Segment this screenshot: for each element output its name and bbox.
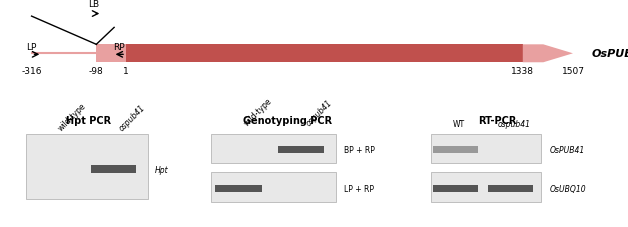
- Bar: [26, 134, 148, 199]
- Bar: [431, 173, 541, 202]
- Bar: [211, 173, 335, 202]
- Text: OsPUB41: OsPUB41: [550, 146, 585, 155]
- Text: LB: LB: [88, 0, 99, 9]
- Text: LP + RP: LP + RP: [344, 184, 374, 193]
- Text: wild-type: wild-type: [57, 101, 88, 133]
- Text: OsPUB41: OsPUB41: [592, 49, 628, 59]
- Bar: [211, 134, 335, 163]
- Bar: [431, 134, 541, 163]
- Text: -316: -316: [21, 67, 42, 76]
- Text: RP: RP: [113, 42, 124, 52]
- Text: Hpt: Hpt: [155, 165, 168, 174]
- Text: -98: -98: [89, 67, 104, 76]
- Text: 1507: 1507: [561, 67, 585, 76]
- Text: 1: 1: [123, 67, 129, 76]
- Text: OsUBQ10: OsUBQ10: [550, 184, 586, 193]
- Text: wild-type: wild-type: [242, 96, 274, 127]
- Bar: [215, 185, 262, 192]
- Bar: [433, 147, 478, 153]
- Text: BP + RP: BP + RP: [344, 146, 375, 155]
- Bar: [96, 45, 126, 63]
- Text: LP: LP: [26, 42, 37, 52]
- FancyArrow shape: [522, 45, 573, 63]
- Text: ospub41: ospub41: [305, 98, 334, 127]
- Text: ospub41: ospub41: [117, 103, 148, 133]
- Bar: [488, 185, 533, 192]
- Bar: [126, 45, 522, 63]
- Text: WT: WT: [452, 119, 465, 128]
- Text: Hpt PCR: Hpt PCR: [67, 116, 111, 126]
- Text: RT-PCR: RT-PCR: [478, 116, 516, 126]
- Text: 1338: 1338: [511, 67, 534, 76]
- Bar: [433, 185, 478, 192]
- Bar: [90, 165, 136, 173]
- Bar: [278, 147, 324, 153]
- Text: ospub41: ospub41: [497, 119, 530, 128]
- Text: Genotyping PCR: Genotyping PCR: [244, 116, 333, 126]
